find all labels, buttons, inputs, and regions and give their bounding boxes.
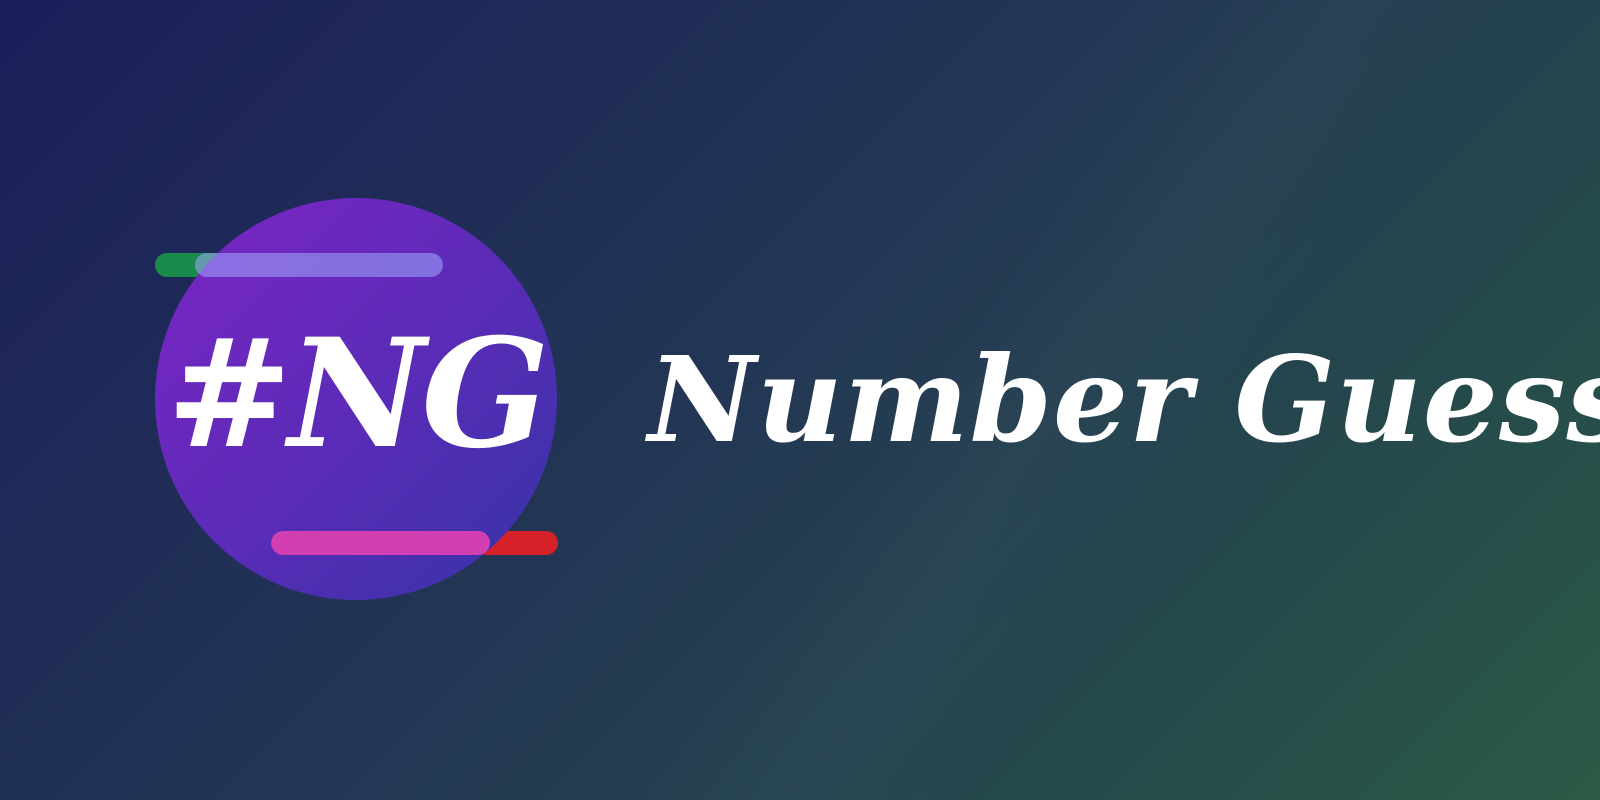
logo-top-bar-overlay — [195, 253, 443, 277]
logo-text: #NG — [166, 306, 550, 482]
app-title: Number Guesser — [648, 330, 1600, 469]
logo-bottom-bar-overlay — [271, 531, 490, 555]
